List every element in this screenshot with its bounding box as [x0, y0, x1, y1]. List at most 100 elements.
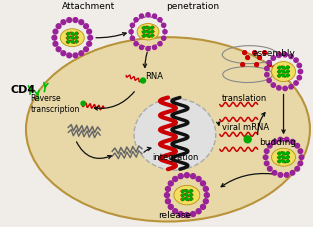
Circle shape: [290, 140, 295, 144]
Circle shape: [146, 14, 150, 18]
Circle shape: [67, 41, 69, 44]
Circle shape: [158, 19, 162, 23]
Text: translation: translation: [222, 94, 267, 103]
FancyArrowPatch shape: [282, 95, 285, 133]
Circle shape: [258, 57, 261, 60]
Circle shape: [184, 213, 189, 217]
Circle shape: [73, 54, 78, 59]
Ellipse shape: [60, 30, 84, 47]
Circle shape: [273, 66, 277, 70]
Circle shape: [134, 19, 138, 23]
Circle shape: [243, 52, 246, 55]
Circle shape: [289, 85, 293, 89]
Circle shape: [255, 64, 259, 67]
Ellipse shape: [137, 24, 159, 41]
Circle shape: [67, 54, 72, 59]
Circle shape: [140, 15, 144, 19]
Circle shape: [81, 102, 85, 106]
Circle shape: [130, 24, 135, 28]
Circle shape: [164, 193, 169, 198]
Circle shape: [87, 42, 92, 47]
Circle shape: [241, 64, 244, 67]
Circle shape: [298, 161, 303, 166]
Circle shape: [196, 177, 201, 182]
Circle shape: [190, 198, 192, 200]
Circle shape: [284, 138, 289, 142]
Circle shape: [203, 199, 208, 204]
Text: release: release: [158, 210, 192, 219]
Circle shape: [272, 140, 277, 144]
Circle shape: [71, 37, 74, 40]
Circle shape: [278, 67, 281, 70]
Circle shape: [282, 160, 285, 163]
Circle shape: [152, 15, 156, 19]
Circle shape: [152, 46, 156, 50]
Circle shape: [278, 138, 283, 142]
Circle shape: [286, 152, 289, 155]
FancyArrowPatch shape: [258, 113, 265, 135]
Text: RNA: RNA: [145, 71, 163, 80]
Text: assembly: assembly: [252, 48, 295, 57]
Circle shape: [278, 75, 281, 77]
Circle shape: [286, 67, 289, 70]
Text: CD4: CD4: [11, 84, 36, 94]
Circle shape: [196, 209, 201, 214]
Circle shape: [61, 21, 66, 25]
Circle shape: [265, 67, 269, 71]
Circle shape: [151, 35, 153, 38]
Circle shape: [265, 73, 269, 78]
Circle shape: [283, 53, 287, 58]
Circle shape: [146, 47, 150, 52]
Circle shape: [52, 36, 57, 41]
Circle shape: [267, 79, 271, 83]
Ellipse shape: [272, 149, 295, 166]
Circle shape: [264, 149, 269, 154]
Circle shape: [147, 27, 149, 30]
Circle shape: [264, 161, 269, 166]
Circle shape: [295, 144, 300, 148]
Circle shape: [182, 198, 184, 200]
Circle shape: [268, 144, 272, 148]
Ellipse shape: [26, 38, 310, 222]
Circle shape: [130, 37, 135, 41]
Circle shape: [61, 52, 66, 56]
Circle shape: [295, 167, 300, 171]
Circle shape: [268, 64, 271, 67]
Circle shape: [141, 79, 146, 84]
Circle shape: [75, 37, 78, 40]
Circle shape: [263, 52, 266, 55]
Circle shape: [201, 181, 206, 186]
Circle shape: [278, 152, 281, 155]
Circle shape: [140, 46, 144, 50]
Circle shape: [84, 48, 89, 52]
Circle shape: [289, 55, 293, 59]
Circle shape: [186, 190, 188, 192]
Circle shape: [182, 190, 184, 192]
Circle shape: [243, 52, 246, 55]
Circle shape: [184, 173, 189, 178]
Circle shape: [268, 167, 272, 171]
Circle shape: [84, 25, 89, 30]
Circle shape: [190, 190, 192, 192]
Circle shape: [277, 86, 281, 91]
Circle shape: [282, 152, 285, 155]
Circle shape: [168, 205, 173, 209]
Circle shape: [286, 75, 289, 77]
Circle shape: [286, 156, 289, 159]
Circle shape: [147, 35, 149, 38]
Circle shape: [290, 171, 295, 175]
Circle shape: [151, 31, 153, 34]
Circle shape: [263, 155, 268, 160]
Text: viral mRNA: viral mRNA: [222, 123, 269, 132]
Circle shape: [271, 84, 275, 88]
Circle shape: [163, 30, 167, 35]
Circle shape: [166, 199, 170, 204]
Circle shape: [204, 193, 209, 198]
Circle shape: [253, 52, 256, 55]
Circle shape: [71, 33, 74, 36]
Circle shape: [151, 27, 153, 30]
Circle shape: [71, 41, 74, 44]
Circle shape: [278, 160, 281, 163]
Circle shape: [168, 181, 173, 186]
FancyArrowPatch shape: [143, 53, 147, 68]
